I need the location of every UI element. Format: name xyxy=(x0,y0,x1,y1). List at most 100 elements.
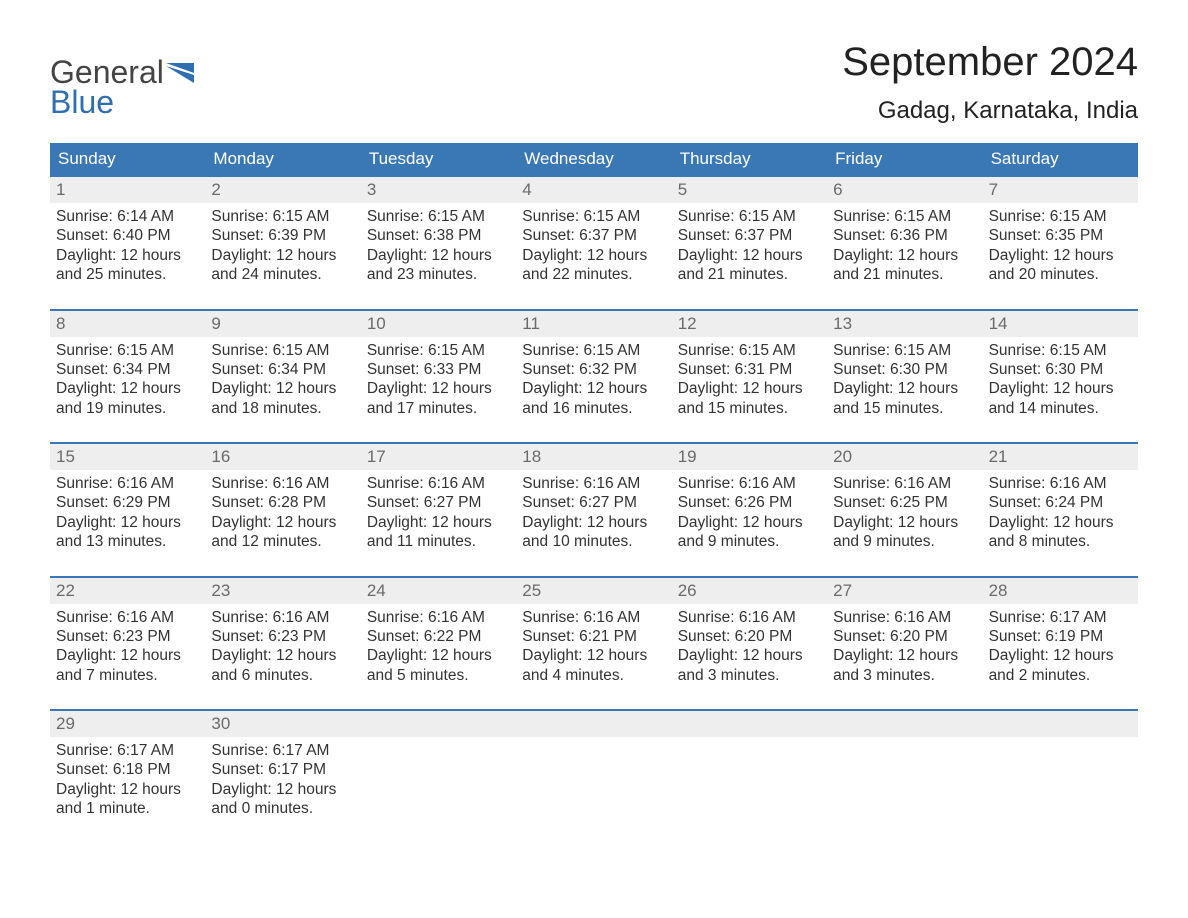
day-cell: 18Sunrise: 6:16 AMSunset: 6:27 PMDayligh… xyxy=(516,444,671,558)
dl1-text: Daylight: 12 hours xyxy=(211,246,354,265)
day-number: 27 xyxy=(827,578,982,604)
sunrise-text: Sunrise: 6:16 AM xyxy=(833,608,976,627)
day-number: 14 xyxy=(983,311,1138,337)
dl1-text: Daylight: 12 hours xyxy=(989,246,1132,265)
day-cell: 27Sunrise: 6:16 AMSunset: 6:20 PMDayligh… xyxy=(827,578,982,692)
day-cell: 2Sunrise: 6:15 AMSunset: 6:39 PMDaylight… xyxy=(205,177,360,291)
dl2-text: and 18 minutes. xyxy=(211,399,354,418)
day-number: 19 xyxy=(672,444,827,470)
dl1-text: Daylight: 12 hours xyxy=(989,646,1132,665)
weekday-header: Sunday xyxy=(50,143,205,175)
dl1-text: Daylight: 12 hours xyxy=(56,513,199,532)
day-cell: 8Sunrise: 6:15 AMSunset: 6:34 PMDaylight… xyxy=(50,311,205,425)
dl1-text: Daylight: 12 hours xyxy=(678,379,821,398)
day-content: Sunrise: 6:16 AMSunset: 6:21 PMDaylight:… xyxy=(516,604,671,692)
sunset-text: Sunset: 6:27 PM xyxy=(522,493,665,512)
day-content: Sunrise: 6:15 AMSunset: 6:37 PMDaylight:… xyxy=(516,203,671,291)
day-cell: 7Sunrise: 6:15 AMSunset: 6:35 PMDaylight… xyxy=(983,177,1138,291)
day-cell: 13Sunrise: 6:15 AMSunset: 6:30 PMDayligh… xyxy=(827,311,982,425)
sunset-text: Sunset: 6:30 PM xyxy=(989,360,1132,379)
sunrise-text: Sunrise: 6:16 AM xyxy=(678,608,821,627)
day-number: 28 xyxy=(983,578,1138,604)
day-content: Sunrise: 6:15 AMSunset: 6:39 PMDaylight:… xyxy=(205,203,360,291)
dl1-text: Daylight: 12 hours xyxy=(989,379,1132,398)
day-cell xyxy=(983,711,1138,825)
calendar: Sunday Monday Tuesday Wednesday Thursday… xyxy=(50,143,1138,825)
dl2-text: and 24 minutes. xyxy=(211,265,354,284)
dl2-text: and 14 minutes. xyxy=(989,399,1132,418)
sunset-text: Sunset: 6:38 PM xyxy=(367,226,510,245)
logo-blue-text: Blue xyxy=(50,84,114,120)
sunset-text: Sunset: 6:33 PM xyxy=(367,360,510,379)
sunrise-text: Sunrise: 6:15 AM xyxy=(522,341,665,360)
sunset-text: Sunset: 6:21 PM xyxy=(522,627,665,646)
sunrise-text: Sunrise: 6:15 AM xyxy=(989,207,1132,226)
dl1-text: Daylight: 12 hours xyxy=(989,513,1132,532)
day-content: Sunrise: 6:17 AMSunset: 6:17 PMDaylight:… xyxy=(205,737,360,825)
sunset-text: Sunset: 6:28 PM xyxy=(211,493,354,512)
sunrise-text: Sunrise: 6:16 AM xyxy=(522,608,665,627)
day-cell: 14Sunrise: 6:15 AMSunset: 6:30 PMDayligh… xyxy=(983,311,1138,425)
day-number: 30 xyxy=(205,711,360,737)
sunrise-text: Sunrise: 6:15 AM xyxy=(678,341,821,360)
dl2-text: and 9 minutes. xyxy=(678,532,821,551)
sunrise-text: Sunrise: 6:15 AM xyxy=(678,207,821,226)
sunset-text: Sunset: 6:23 PM xyxy=(56,627,199,646)
sunset-text: Sunset: 6:19 PM xyxy=(989,627,1132,646)
day-number: 23 xyxy=(205,578,360,604)
title-block: September 2024 Gadag, Karnataka, India xyxy=(842,40,1138,125)
dl2-text: and 4 minutes. xyxy=(522,666,665,685)
day-cell: 23Sunrise: 6:16 AMSunset: 6:23 PMDayligh… xyxy=(205,578,360,692)
sunset-text: Sunset: 6:34 PM xyxy=(211,360,354,379)
day-cell: 1Sunrise: 6:14 AMSunset: 6:40 PMDaylight… xyxy=(50,177,205,291)
week-row: 1Sunrise: 6:14 AMSunset: 6:40 PMDaylight… xyxy=(50,175,1138,291)
day-cell: 10Sunrise: 6:15 AMSunset: 6:33 PMDayligh… xyxy=(361,311,516,425)
weekday-header: Saturday xyxy=(983,143,1138,175)
day-number: 11 xyxy=(516,311,671,337)
dl1-text: Daylight: 12 hours xyxy=(522,246,665,265)
sunrise-text: Sunrise: 6:15 AM xyxy=(522,207,665,226)
day-number xyxy=(516,711,671,737)
day-cell: 25Sunrise: 6:16 AMSunset: 6:21 PMDayligh… xyxy=(516,578,671,692)
dl1-text: Daylight: 12 hours xyxy=(367,246,510,265)
dl1-text: Daylight: 12 hours xyxy=(522,513,665,532)
sunset-text: Sunset: 6:18 PM xyxy=(56,760,199,779)
weekday-header: Wednesday xyxy=(516,143,671,175)
sunset-text: Sunset: 6:24 PM xyxy=(989,493,1132,512)
day-cell: 9Sunrise: 6:15 AMSunset: 6:34 PMDaylight… xyxy=(205,311,360,425)
dl1-text: Daylight: 12 hours xyxy=(833,513,976,532)
day-cell xyxy=(361,711,516,825)
sunset-text: Sunset: 6:29 PM xyxy=(56,493,199,512)
dl2-text: and 7 minutes. xyxy=(56,666,199,685)
day-number xyxy=(361,711,516,737)
day-content: Sunrise: 6:15 AMSunset: 6:34 PMDaylight:… xyxy=(50,337,205,425)
day-content: Sunrise: 6:16 AMSunset: 6:27 PMDaylight:… xyxy=(516,470,671,558)
sunrise-text: Sunrise: 6:16 AM xyxy=(56,474,199,493)
dl1-text: Daylight: 12 hours xyxy=(367,646,510,665)
day-content: Sunrise: 6:15 AMSunset: 6:32 PMDaylight:… xyxy=(516,337,671,425)
day-cell: 28Sunrise: 6:17 AMSunset: 6:19 PMDayligh… xyxy=(983,578,1138,692)
dl2-text: and 3 minutes. xyxy=(833,666,976,685)
dl2-text: and 25 minutes. xyxy=(56,265,199,284)
day-number: 13 xyxy=(827,311,982,337)
sunrise-text: Sunrise: 6:16 AM xyxy=(211,474,354,493)
sunset-text: Sunset: 6:34 PM xyxy=(56,360,199,379)
day-number: 12 xyxy=(672,311,827,337)
dl2-text: and 22 minutes. xyxy=(522,265,665,284)
day-content: Sunrise: 6:16 AMSunset: 6:20 PMDaylight:… xyxy=(827,604,982,692)
day-cell: 11Sunrise: 6:15 AMSunset: 6:32 PMDayligh… xyxy=(516,311,671,425)
day-number: 29 xyxy=(50,711,205,737)
dl2-text: and 11 minutes. xyxy=(367,532,510,551)
dl2-text: and 5 minutes. xyxy=(367,666,510,685)
sunset-text: Sunset: 6:26 PM xyxy=(678,493,821,512)
dl2-text: and 0 minutes. xyxy=(211,799,354,818)
sunrise-text: Sunrise: 6:16 AM xyxy=(833,474,976,493)
week-row: 8Sunrise: 6:15 AMSunset: 6:34 PMDaylight… xyxy=(50,309,1138,425)
week-row: 29Sunrise: 6:17 AMSunset: 6:18 PMDayligh… xyxy=(50,709,1138,825)
day-number: 6 xyxy=(827,177,982,203)
day-content: Sunrise: 6:15 AMSunset: 6:30 PMDaylight:… xyxy=(827,337,982,425)
dl2-text: and 13 minutes. xyxy=(56,532,199,551)
sunset-text: Sunset: 6:35 PM xyxy=(989,226,1132,245)
dl1-text: Daylight: 12 hours xyxy=(211,513,354,532)
day-cell: 4Sunrise: 6:15 AMSunset: 6:37 PMDaylight… xyxy=(516,177,671,291)
